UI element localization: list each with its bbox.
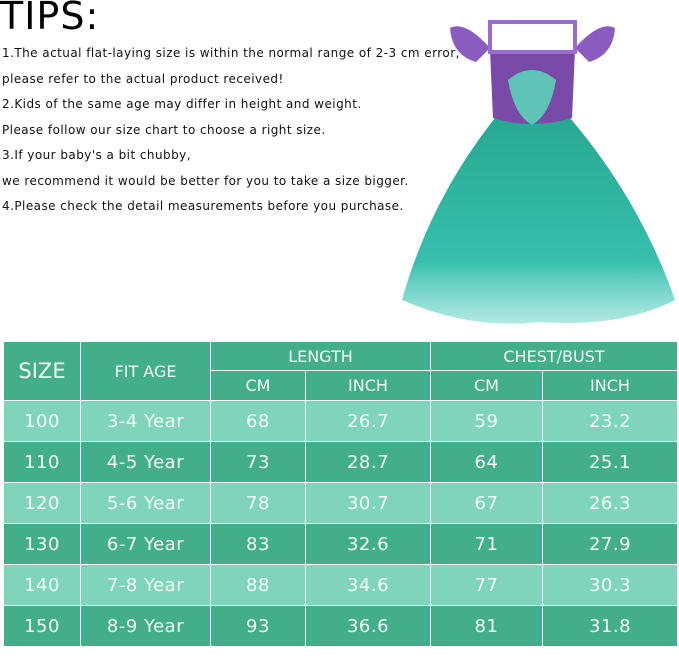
cell-chest-cm: 67 <box>430 482 543 524</box>
header-length-cm: CM <box>210 370 306 401</box>
tip-line: we recommend it would be better for you … <box>2 173 409 188</box>
cell-length-cm: 68 <box>210 400 306 442</box>
tip-line: Please follow our size chart to choose a… <box>2 122 326 137</box>
tip-line: 2.Kids of the same age may differ in hei… <box>2 97 362 111</box>
tips-title: TIPS: <box>0 0 100 38</box>
cell-size: 120 <box>3 482 81 524</box>
table-row: 120 5-6 Year 78 30.7 67 26.3 <box>3 482 678 524</box>
cell-size: 100 <box>3 400 81 442</box>
dress-skirt <box>402 118 675 324</box>
cell-fit-age: 3-4 Year <box>80 400 211 442</box>
cell-length-cm: 88 <box>210 564 306 606</box>
cell-fit-age: 7-8 Year <box>80 564 211 606</box>
dress-shell <box>508 70 556 125</box>
tips-list: 1.The actual flat-laying size is within … <box>2 41 460 220</box>
cell-size: 130 <box>3 523 81 565</box>
table-row: 100 3-4 Year 68 26.7 59 23.2 <box>3 400 678 442</box>
cell-length-inch: 36.6 <box>305 605 431 647</box>
cell-chest-inch: 26.3 <box>542 482 678 524</box>
cell-length-cm: 83 <box>210 523 306 565</box>
cell-length-inch: 26.7 <box>305 400 431 442</box>
cell-fit-age: 5-6 Year <box>80 482 211 524</box>
cell-size: 140 <box>3 564 81 606</box>
cell-fit-age: 4-5 Year <box>80 441 211 483</box>
cell-chest-cm: 59 <box>430 400 543 442</box>
table-row: 150 8-9 Year 93 36.6 81 31.8 <box>3 605 678 647</box>
size-chart-table: SIZE FIT AGE LENGTH CHEST/BUST CM INCH C… <box>3 341 678 647</box>
cell-length-inch: 28.7 <box>305 441 431 483</box>
cell-fit-age: 6-7 Year <box>80 523 211 565</box>
cell-chest-inch: 27.9 <box>542 523 678 565</box>
header-chest: CHEST/BUST <box>430 341 678 371</box>
dress-product-image <box>402 20 675 324</box>
tip-line: 3.If your baby's a bit chubby, <box>2 148 191 162</box>
dress-sleeve-right <box>575 26 615 62</box>
cell-length-inch: 30.7 <box>305 482 431 524</box>
table-row: 140 7-8 Year 88 34.6 77 30.3 <box>3 564 678 606</box>
cell-length-cm: 93 <box>210 605 306 647</box>
header-chest-cm: CM <box>430 370 543 401</box>
header-size: SIZE <box>3 341 81 401</box>
cell-chest-inch: 31.8 <box>542 605 678 647</box>
dress-straps <box>488 20 577 54</box>
dress-sleeve-left <box>450 26 490 62</box>
tip-line: 4.Please check the detail measurements b… <box>2 199 404 213</box>
cell-chest-inch: 25.1 <box>542 441 678 483</box>
table-row: 130 6-7 Year 83 32.6 71 27.9 <box>3 523 678 565</box>
table-row: 110 4-5 Year 73 28.7 64 25.1 <box>3 441 678 483</box>
header-chest-inch: INCH <box>542 370 678 401</box>
cell-length-cm: 73 <box>210 441 306 483</box>
header-length-inch: INCH <box>305 370 431 401</box>
header-fit-age: FIT AGE <box>80 341 211 401</box>
cell-size: 150 <box>3 605 81 647</box>
cell-chest-cm: 64 <box>430 441 543 483</box>
cell-chest-cm: 77 <box>430 564 543 606</box>
cell-size: 110 <box>3 441 81 483</box>
header-length: LENGTH <box>210 341 431 371</box>
cell-chest-inch: 30.3 <box>542 564 678 606</box>
cell-length-inch: 34.6 <box>305 564 431 606</box>
cell-chest-cm: 71 <box>430 523 543 565</box>
cell-length-inch: 32.6 <box>305 523 431 565</box>
tip-line: 1.The actual flat-laying size is within … <box>2 46 460 60</box>
tip-line: please refer to the actual product recei… <box>2 71 284 86</box>
cell-chest-cm: 81 <box>430 605 543 647</box>
cell-length-cm: 78 <box>210 482 306 524</box>
cell-chest-inch: 23.2 <box>542 400 678 442</box>
cell-fit-age: 8-9 Year <box>80 605 211 647</box>
